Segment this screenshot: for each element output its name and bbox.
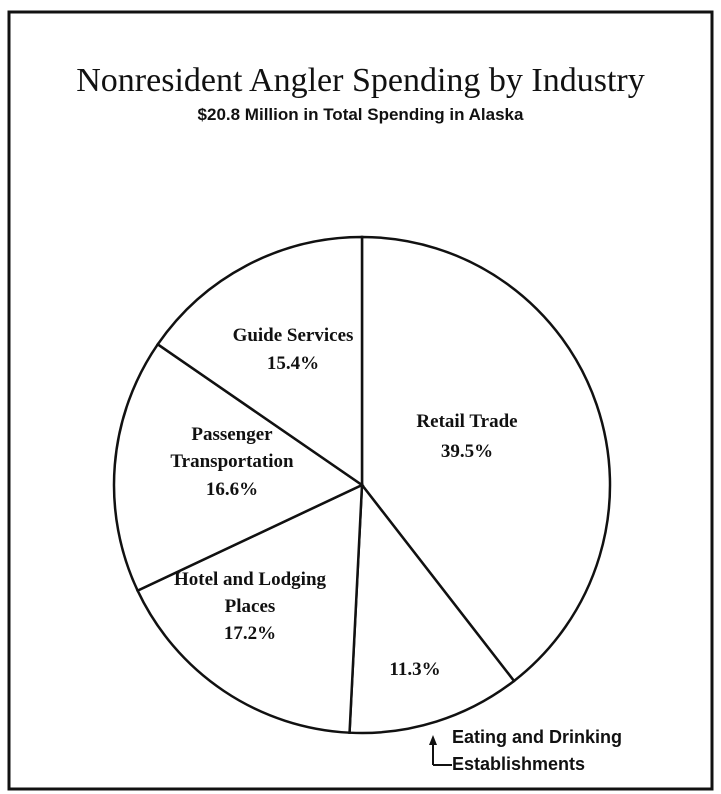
callout-arrow: [429, 735, 437, 745]
frame: [7, 10, 714, 791]
slice-label: Eating and Drinking Establishments: [452, 727, 623, 774]
pie-slice: [135, 482, 364, 734]
slice-label: Hotel and Lodging Places: [173, 569, 327, 617]
slice-label: Passenger Transportation: [170, 424, 294, 472]
value-label: 15.4%: [266, 353, 320, 374]
pie-slice: [348, 481, 516, 735]
chart-title: Nonresident Angler Spending by Industry: [76, 62, 645, 99]
value-label: 39.5%: [440, 441, 494, 462]
slice-label: Retail Trade: [416, 411, 518, 432]
pie-slice: [156, 235, 364, 488]
slice-label: Guide Services: [232, 325, 354, 346]
pie-slice: [112, 342, 365, 593]
chart-subtitle: $20.8 Million in Total Spending in Alask…: [197, 105, 524, 124]
value-label: 16.6%: [205, 479, 259, 500]
value-label: 17.2%: [223, 623, 277, 644]
value-label: 11.3%: [389, 659, 441, 680]
pie-slice: [360, 235, 612, 683]
